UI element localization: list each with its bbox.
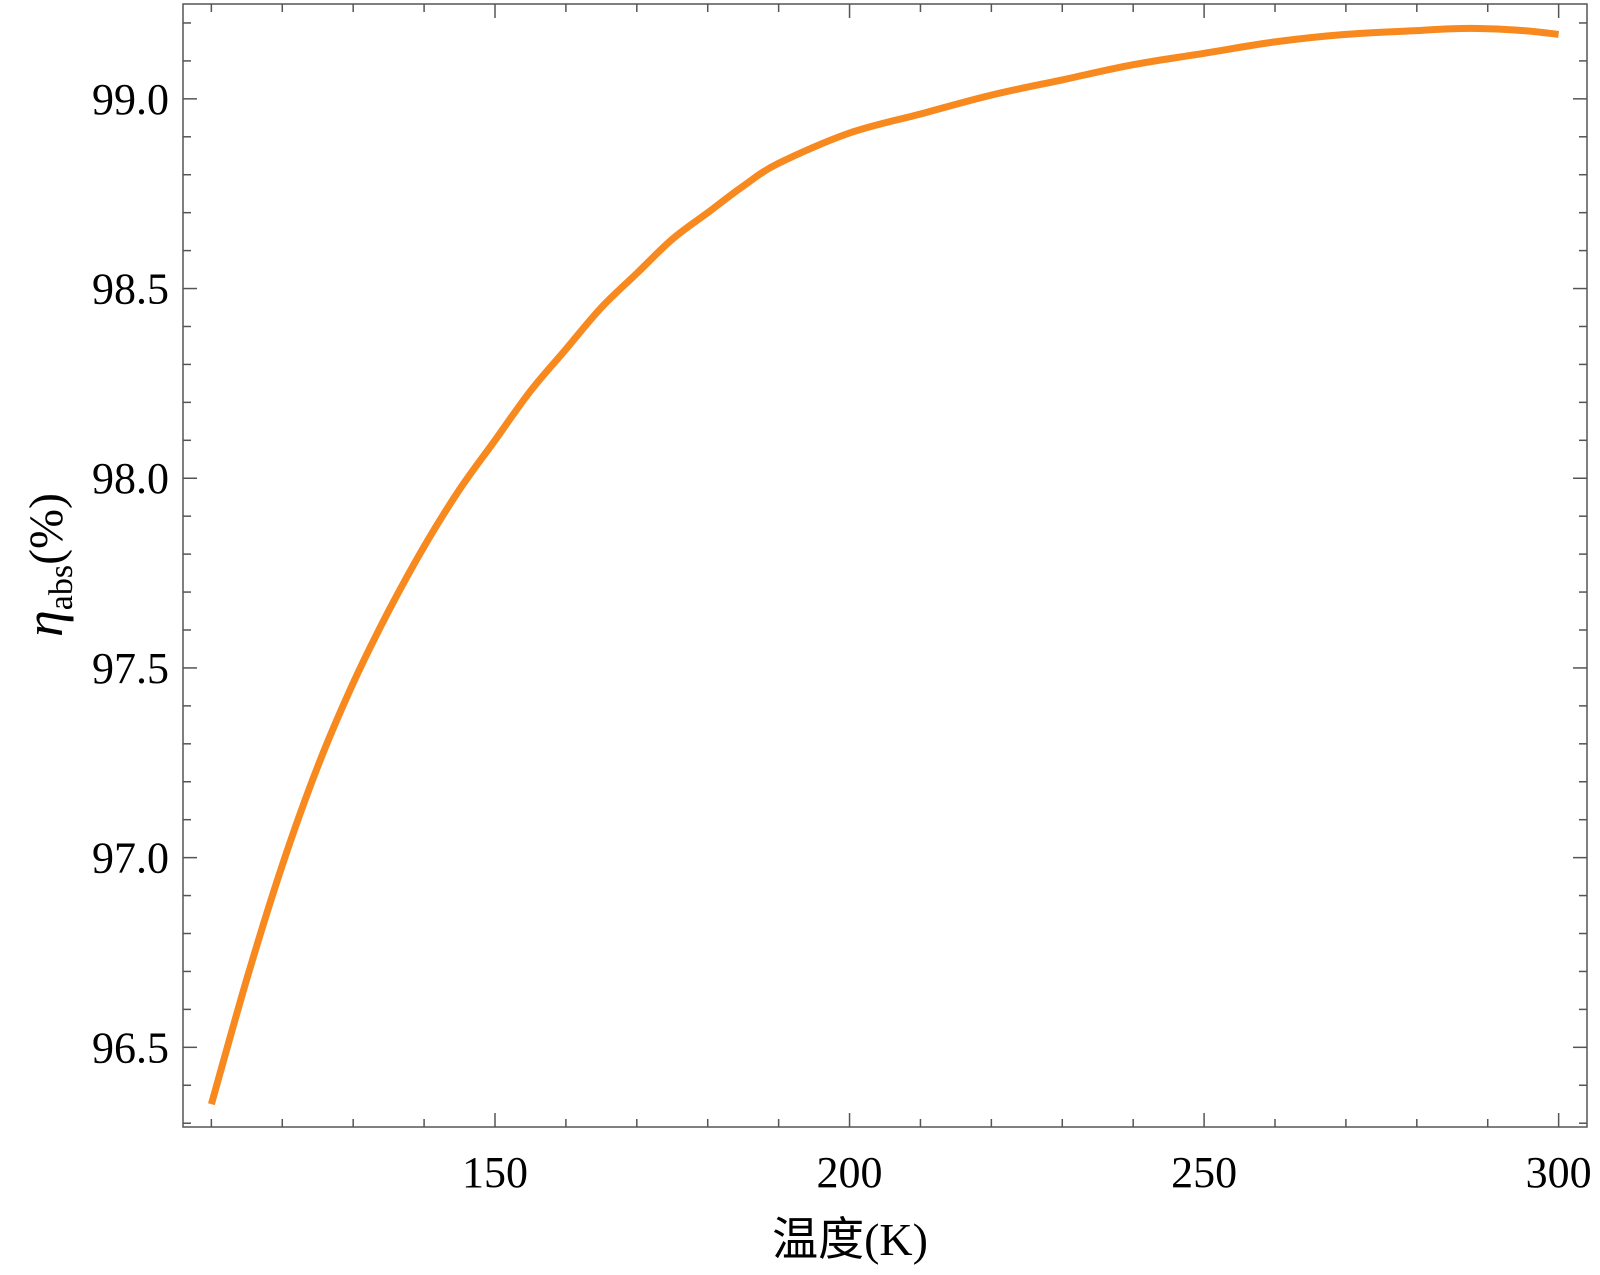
y-axis-title: ηabs(%) xyxy=(14,493,80,637)
x-tick-label: 250 xyxy=(1171,1148,1237,1197)
axis-ticks xyxy=(183,4,1587,1127)
x-axis-title: 温度(K) xyxy=(772,1214,928,1265)
x-tick-label: 150 xyxy=(462,1148,528,1197)
y-tick-label: 98.5 xyxy=(92,265,169,314)
x-tick-label: 300 xyxy=(1526,1148,1592,1197)
y-axis-unit: (%) xyxy=(20,493,73,565)
axis-tick-labels: 150 200 250 300 96.5 97.0 97.5 98.0 98.5 99.0 xyxy=(92,75,1592,1197)
y-tick-label: 98.0 xyxy=(92,454,169,503)
x-tick-label: 200 xyxy=(817,1148,883,1197)
y-axis-subscript: abs xyxy=(43,565,80,610)
y-tick-label: 97.5 xyxy=(92,644,169,693)
y-tick-label: 97.0 xyxy=(92,834,169,883)
y-tick-label: 96.5 xyxy=(92,1023,169,1072)
y-axis-symbol: η xyxy=(14,610,74,637)
plot-frame xyxy=(182,3,1588,1128)
series-line xyxy=(208,24,1560,1106)
series-layer xyxy=(208,24,1560,1106)
y-tick-label: 99.0 xyxy=(92,75,169,124)
